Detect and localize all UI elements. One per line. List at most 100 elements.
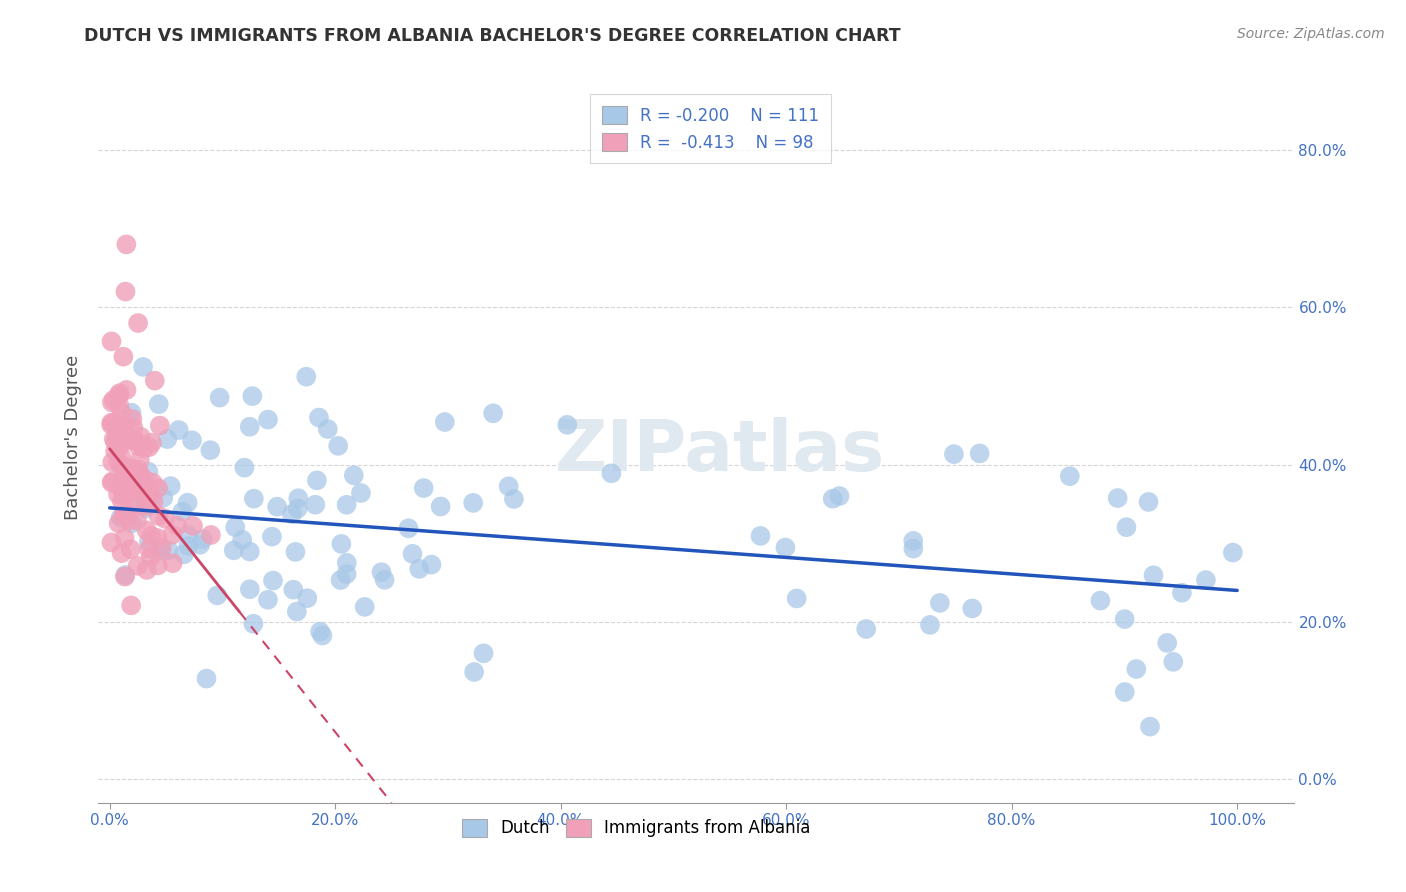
Point xyxy=(143,374,166,388)
Point xyxy=(1139,720,1161,734)
Point xyxy=(114,531,136,545)
Point xyxy=(942,447,965,461)
Point xyxy=(127,558,149,573)
Point xyxy=(329,573,352,587)
Point xyxy=(208,391,231,405)
Point xyxy=(152,491,174,505)
Point xyxy=(139,488,162,502)
Point xyxy=(100,475,122,490)
Point xyxy=(162,528,184,542)
Point xyxy=(142,494,165,508)
Point xyxy=(131,498,153,512)
Point xyxy=(239,419,262,434)
Point xyxy=(316,422,339,436)
Point xyxy=(969,446,991,460)
Point xyxy=(1059,469,1081,483)
Point xyxy=(343,468,366,483)
Point xyxy=(101,455,124,469)
Point xyxy=(100,535,122,549)
Point xyxy=(262,574,284,588)
Point xyxy=(287,501,309,516)
Point xyxy=(166,518,188,533)
Point xyxy=(129,430,152,444)
Point xyxy=(120,484,142,499)
Point xyxy=(121,474,143,488)
Text: Source: ZipAtlas.com: Source: ZipAtlas.com xyxy=(1237,27,1385,41)
Point xyxy=(304,498,326,512)
Point xyxy=(903,541,925,556)
Point xyxy=(503,491,526,506)
Point xyxy=(181,434,204,448)
Point xyxy=(118,477,141,491)
Point xyxy=(121,500,143,514)
Point xyxy=(401,547,423,561)
Point xyxy=(114,466,136,480)
Point xyxy=(257,592,280,607)
Point xyxy=(433,415,456,429)
Point xyxy=(100,417,122,432)
Text: DUTCH VS IMMIGRANTS FROM ALBANIA BACHELOR'S DEGREE CORRELATION CHART: DUTCH VS IMMIGRANTS FROM ALBANIA BACHELO… xyxy=(84,27,901,45)
Point xyxy=(141,435,163,450)
Point xyxy=(297,591,319,606)
Point xyxy=(775,541,797,555)
Point xyxy=(120,542,142,557)
Point xyxy=(150,543,173,558)
Point xyxy=(117,460,139,475)
Point xyxy=(1137,495,1160,509)
Point xyxy=(101,475,124,489)
Point xyxy=(146,531,169,545)
Point xyxy=(295,369,318,384)
Point xyxy=(146,481,169,495)
Point xyxy=(127,439,149,453)
Point xyxy=(285,605,308,619)
Point xyxy=(128,452,150,467)
Point xyxy=(157,543,180,558)
Point xyxy=(112,490,135,504)
Point xyxy=(138,465,160,479)
Point xyxy=(110,458,132,473)
Point xyxy=(181,519,204,533)
Point xyxy=(1090,593,1112,607)
Point xyxy=(114,569,136,583)
Point xyxy=(107,455,129,469)
Point xyxy=(122,421,145,435)
Point xyxy=(408,562,430,576)
Point xyxy=(176,496,198,510)
Point xyxy=(308,410,330,425)
Point xyxy=(260,530,283,544)
Point xyxy=(108,386,131,401)
Point xyxy=(600,467,623,481)
Point xyxy=(239,544,262,558)
Point xyxy=(821,491,844,506)
Point xyxy=(463,496,485,510)
Point xyxy=(828,489,851,503)
Point xyxy=(146,558,169,573)
Point xyxy=(134,473,156,487)
Point xyxy=(281,507,304,521)
Point xyxy=(420,558,443,572)
Point xyxy=(121,516,143,531)
Point xyxy=(472,646,495,660)
Point xyxy=(148,397,170,411)
Point xyxy=(200,528,222,542)
Point xyxy=(129,475,152,490)
Point xyxy=(309,624,332,639)
Point xyxy=(149,418,172,433)
Point xyxy=(918,618,941,632)
Point xyxy=(112,422,135,436)
Point xyxy=(103,416,125,430)
Point xyxy=(121,480,143,494)
Point xyxy=(103,392,125,407)
Point xyxy=(231,533,253,547)
Point xyxy=(101,395,124,409)
Point xyxy=(135,524,157,538)
Point xyxy=(104,444,127,458)
Point xyxy=(177,528,200,542)
Point xyxy=(136,496,159,510)
Point xyxy=(305,474,328,488)
Point xyxy=(110,450,132,465)
Point xyxy=(1156,636,1178,650)
Point xyxy=(112,508,135,523)
Point xyxy=(222,543,245,558)
Y-axis label: Bachelor's Degree: Bachelor's Degree xyxy=(65,354,83,520)
